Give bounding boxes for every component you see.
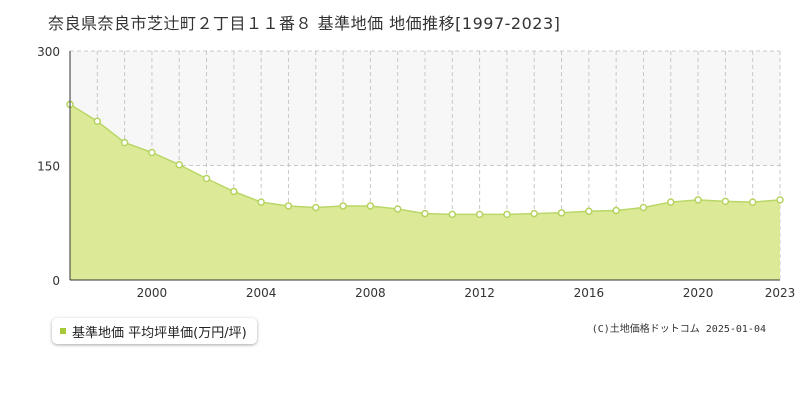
data-point bbox=[585, 207, 593, 216]
data-point bbox=[748, 198, 757, 206]
data-point bbox=[120, 138, 129, 147]
data-point bbox=[639, 203, 648, 212]
tick-labels: 0 150 300 2000 2004 2008 2012 2016 2020 2023 bbox=[37, 45, 795, 300]
x-tick-label: 2012 bbox=[464, 286, 495, 300]
data-point bbox=[776, 196, 784, 204]
data-point bbox=[93, 117, 102, 125]
data-point bbox=[339, 202, 347, 210]
data-point bbox=[257, 198, 265, 206]
chart-title: 奈良県奈良市芝辻町２丁目１１番８ 基準地価 地価推移[1997-2023] bbox=[48, 14, 561, 33]
area-fill bbox=[70, 104, 780, 281]
legend-label: 基準地価 平均坪単価(万円/坪) bbox=[72, 325, 247, 341]
data-point bbox=[284, 202, 293, 210]
data-point bbox=[230, 187, 238, 196]
data-point bbox=[312, 203, 320, 212]
data-point bbox=[475, 210, 484, 219]
y-tick-label: 0 bbox=[52, 274, 60, 288]
data-point bbox=[393, 205, 402, 213]
copyright: (C)土地価格ドットコム 2025-01-04 bbox=[591, 324, 766, 335]
data-point bbox=[448, 210, 457, 219]
data-point bbox=[530, 209, 538, 218]
legend: 基準地価 平均坪単価(万円/坪) bbox=[52, 318, 257, 344]
data-point bbox=[202, 174, 211, 183]
data-point bbox=[366, 202, 375, 210]
data-point bbox=[721, 197, 730, 206]
data-point bbox=[503, 210, 511, 219]
data-point bbox=[421, 209, 429, 218]
legend-swatch bbox=[60, 328, 66, 334]
data-point bbox=[148, 148, 156, 157]
y-tick-label: 150 bbox=[37, 160, 60, 174]
data-points bbox=[66, 100, 784, 219]
x-tick-label: 2004 bbox=[246, 286, 277, 300]
y-tick-label: 300 bbox=[37, 45, 60, 59]
x-tick-label: 2020 bbox=[683, 286, 714, 300]
data-point bbox=[175, 160, 183, 169]
x-tick-label: 2008 bbox=[355, 286, 386, 300]
x-tick-label: 2000 bbox=[137, 286, 168, 300]
axes bbox=[69, 51, 780, 281]
data-point bbox=[557, 209, 566, 217]
x-tick-label: 2023 bbox=[765, 286, 796, 300]
data-point bbox=[667, 198, 675, 206]
x-tick-label: 2016 bbox=[574, 286, 605, 300]
data-point bbox=[694, 196, 702, 204]
data-point bbox=[612, 206, 620, 215]
